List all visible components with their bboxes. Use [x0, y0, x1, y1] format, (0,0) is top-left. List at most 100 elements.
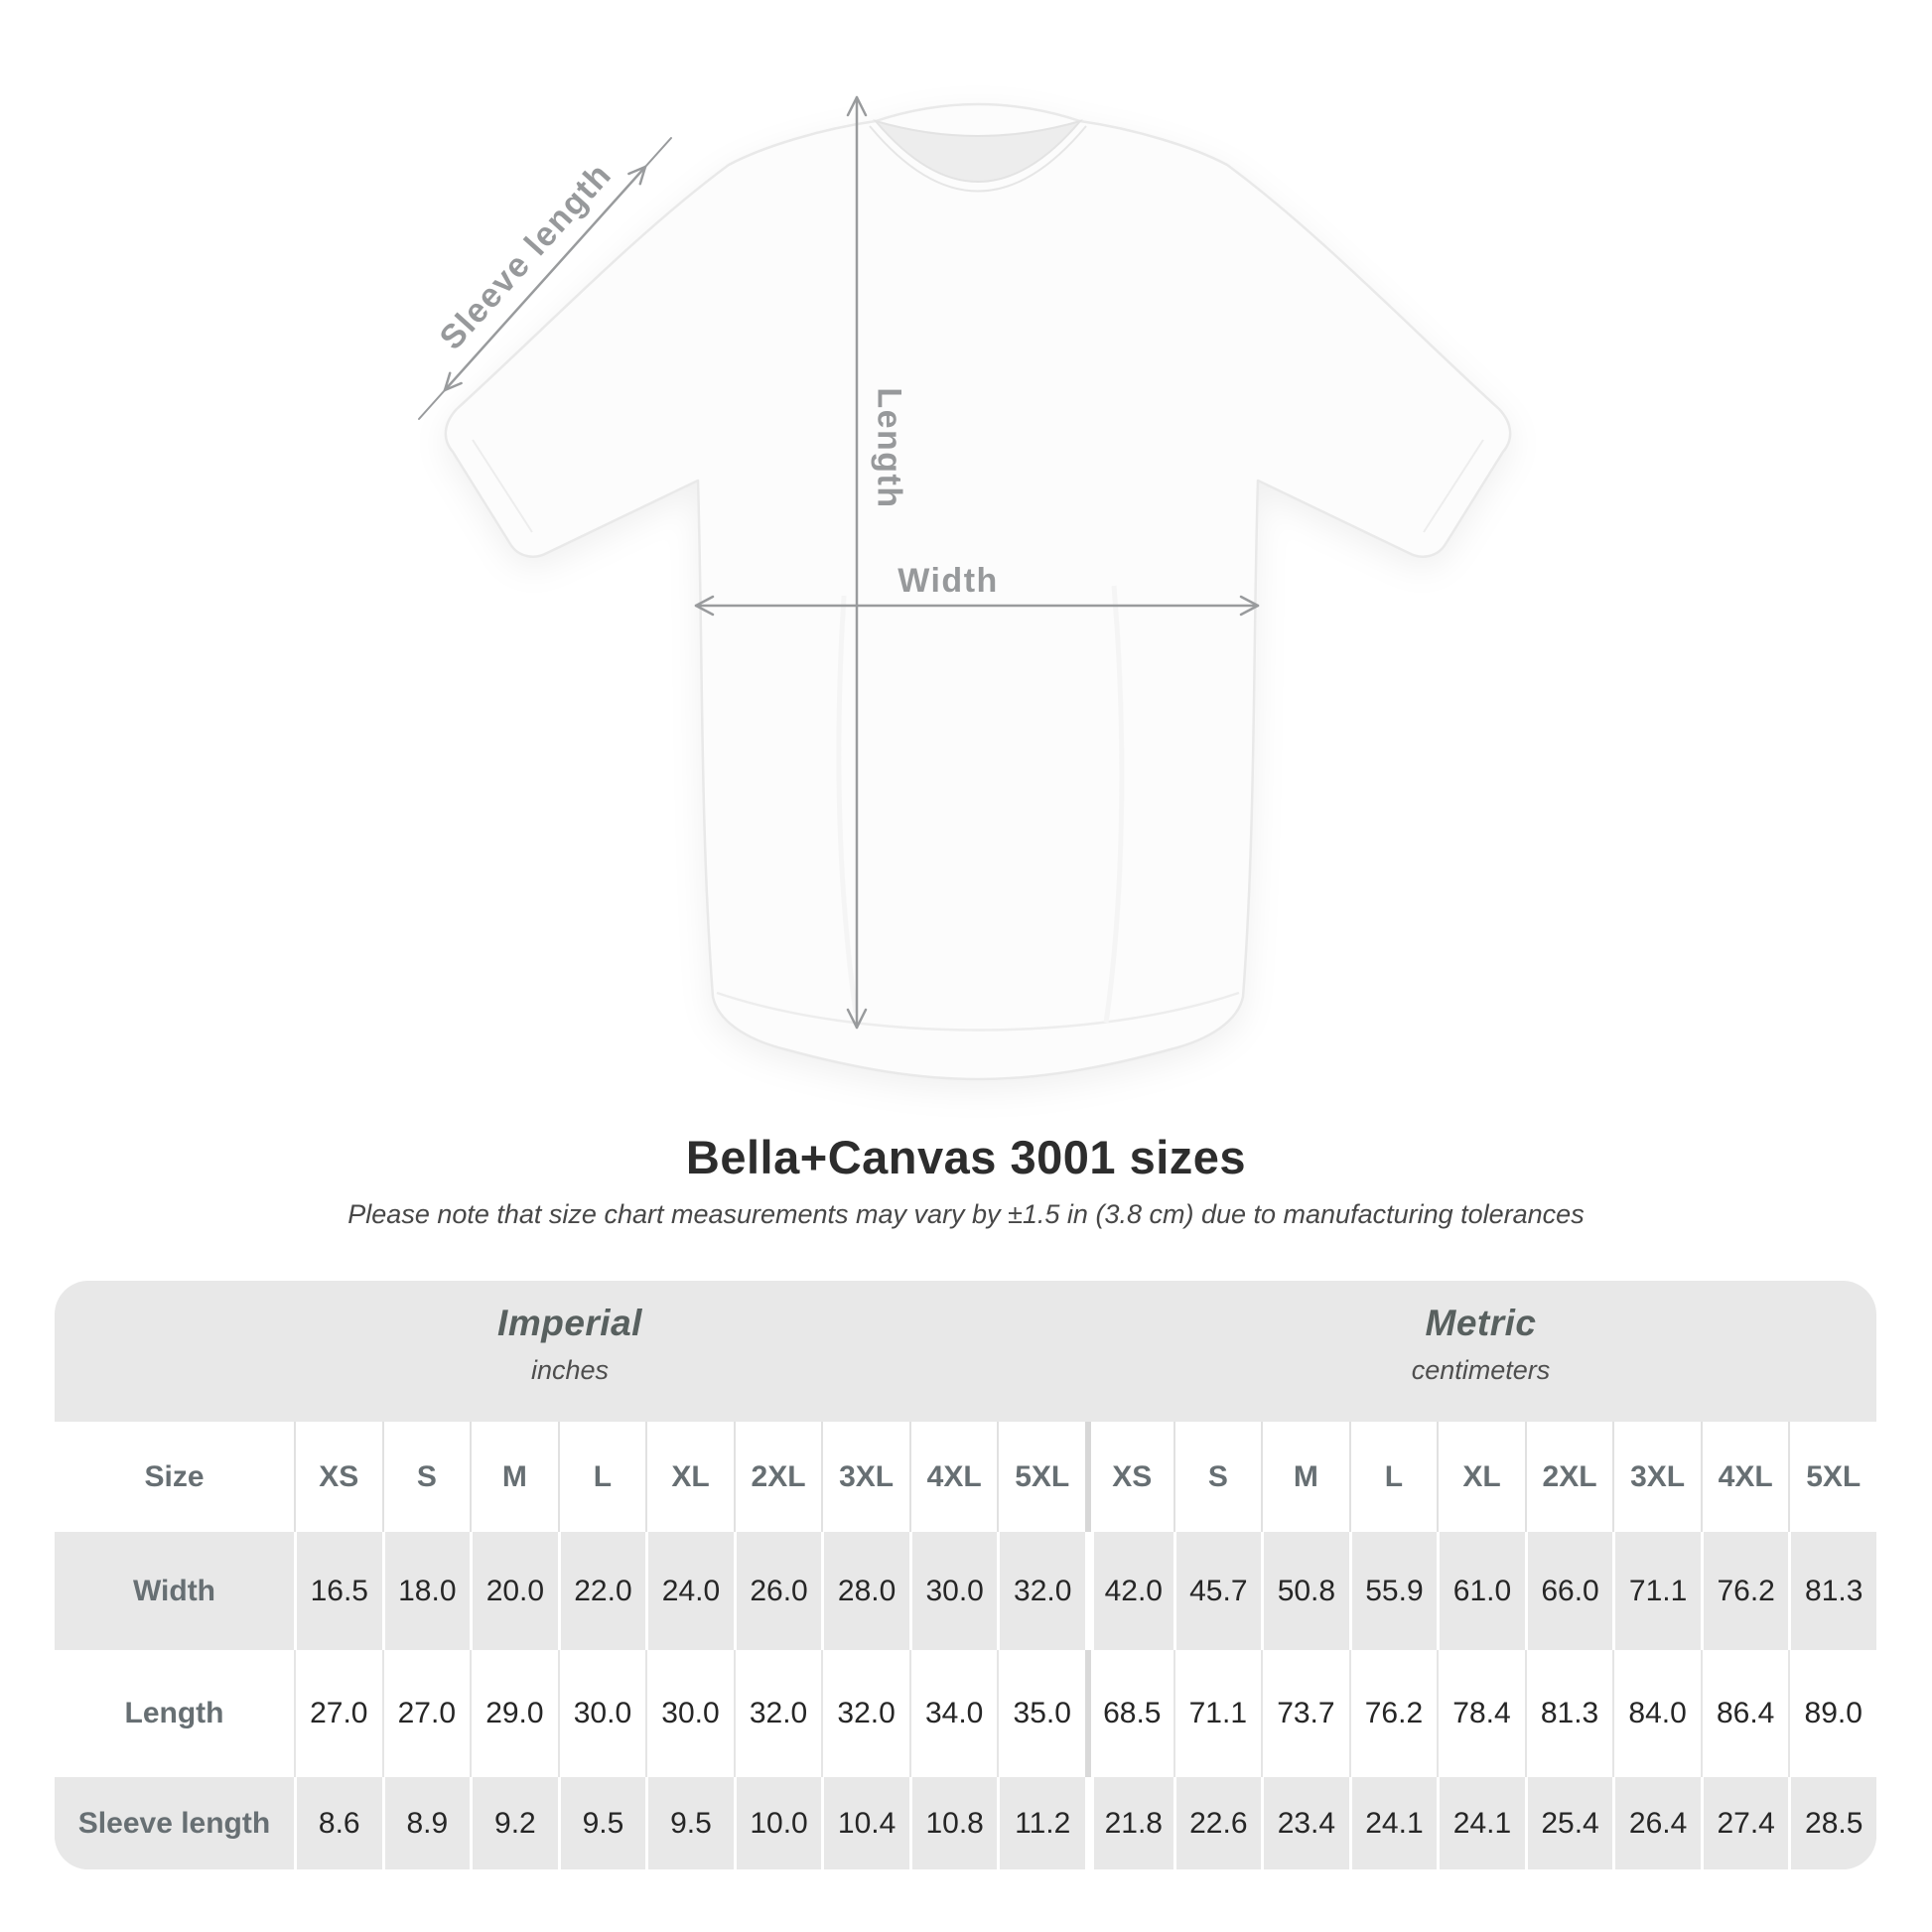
value-cell: 11.2: [997, 1777, 1085, 1869]
size-header-cell: XL: [1437, 1422, 1525, 1532]
value-cell: 26.4: [1612, 1777, 1701, 1869]
tolerance-note: Please note that size chart measurements…: [347, 1199, 1585, 1229]
fabric-wrinkle: [1103, 585, 1125, 1024]
size-header-cell: 3XL: [821, 1422, 909, 1532]
title-block: Bella+Canvas 3001 sizes Please note that…: [0, 1130, 1932, 1230]
unit-group-header-row: Imperial inches Metric centimeters: [55, 1281, 1876, 1422]
size-column-header: Size: [144, 1459, 205, 1493]
value-cell: 25.4: [1524, 1777, 1613, 1869]
value-cell: 24.1: [1348, 1777, 1438, 1869]
size-table: Imperial inches Metric centimeters Size …: [55, 1281, 1876, 1869]
value-cell: 32.0: [997, 1532, 1085, 1650]
size-header-cell: 5XL: [997, 1422, 1085, 1532]
value-cell: 68.5: [1085, 1650, 1173, 1777]
group-header-imperial: Imperial inches: [55, 1281, 1085, 1422]
value-cell: 22.6: [1173, 1777, 1262, 1869]
value-cell: 23.4: [1261, 1777, 1349, 1869]
group-label: Metric: [1425, 1303, 1537, 1343]
tshirt-illustration: [418, 95, 1512, 1081]
value-cell: 76.2: [1700, 1532, 1789, 1650]
size-header-cell: 3XL: [1612, 1422, 1701, 1532]
left-sleeve-cuff-line: [472, 439, 533, 533]
value-cell: 30.0: [908, 1532, 998, 1650]
size-header-cell: M: [1261, 1422, 1349, 1532]
size-header-cell: 4XL: [1700, 1422, 1789, 1532]
group-header-metric: Metric centimeters: [1085, 1281, 1876, 1422]
value-cell: 24.1: [1437, 1777, 1525, 1869]
row-label: Width: [132, 1574, 216, 1607]
hem-line: [716, 991, 1240, 1032]
value-cell: 27.4: [1700, 1777, 1789, 1869]
value-cell: 8.6: [294, 1777, 382, 1869]
group-unit: centimeters: [1411, 1355, 1551, 1385]
length-arrow: [846, 95, 868, 1030]
width-arrow: [694, 595, 1260, 617]
collar-opening: [873, 119, 1083, 183]
size-header-cell: S: [381, 1422, 471, 1532]
collar-band-line: [869, 125, 1087, 193]
size-header-cell: L: [557, 1422, 646, 1532]
value-cell: 29.0: [470, 1650, 558, 1777]
value-cell: 9.5: [645, 1777, 734, 1869]
value-cell: 18.0: [381, 1532, 471, 1650]
size-header-cell: 2XL: [1524, 1422, 1613, 1532]
value-cell: 42.0: [1085, 1532, 1173, 1650]
size-header-cell: 4XL: [908, 1422, 998, 1532]
value-cell: 10.0: [733, 1777, 822, 1869]
value-cell: 84.0: [1612, 1650, 1701, 1777]
value-cell: 24.0: [645, 1532, 734, 1650]
value-cell: 32.0: [733, 1650, 822, 1777]
size-header-cell: M: [470, 1422, 558, 1532]
value-cell: 34.0: [908, 1650, 998, 1777]
size-header-cell: 2XL: [733, 1422, 822, 1532]
value-cell: 89.0: [1788, 1650, 1876, 1777]
length-label: Length: [870, 387, 908, 509]
row-label: Length: [124, 1697, 224, 1729]
value-cell: 8.9: [381, 1777, 471, 1869]
value-cell: 28.0: [821, 1532, 909, 1650]
value-cell: 28.5: [1788, 1777, 1876, 1869]
value-cell: 86.4: [1700, 1650, 1789, 1777]
value-cell: 27.0: [381, 1650, 471, 1777]
value-cell: 32.0: [821, 1650, 909, 1777]
size-header-row: Size XS S M L XL 2XL 3XL 4XL 5XL XS S M L XL 2XL 3XL 4XL…: [55, 1422, 1876, 1532]
table-row-width: Width 16.5 18.0 20.0 22.0 24.0 26.0 28.0 30.0 32…: [55, 1532, 1876, 1650]
value-cell: 9.2: [470, 1777, 558, 1869]
size-header-cell: 5XL: [1788, 1422, 1876, 1532]
value-cell: 45.7: [1173, 1532, 1262, 1650]
row-label: Sleeve length: [77, 1806, 271, 1840]
size-header-cell: XS: [1085, 1422, 1173, 1532]
value-cell: 20.0: [470, 1532, 558, 1650]
value-cell: 21.8: [1085, 1777, 1173, 1869]
size-header-cell: L: [1348, 1422, 1438, 1532]
table-row-sleeve-length: Sleeve length 8.6 8.9 9.2 9.5 9.5 10.0 10.4 10.…: [55, 1777, 1876, 1869]
fabric-wrinkle: [836, 595, 859, 1014]
group-unit: inches: [530, 1355, 610, 1385]
value-cell: 30.0: [557, 1650, 646, 1777]
value-cell: 55.9: [1348, 1532, 1438, 1650]
value-cell: 71.1: [1173, 1650, 1262, 1777]
sleeve-length-arrow: [418, 137, 672, 420]
value-cell: 9.5: [557, 1777, 646, 1869]
value-cell: 81.3: [1788, 1532, 1876, 1650]
value-cell: 66.0: [1524, 1532, 1613, 1650]
size-header-cell: XS: [294, 1422, 382, 1532]
value-cell: 22.0: [557, 1532, 646, 1650]
tshirt-body-shape: [444, 102, 1512, 1081]
value-cell: 78.4: [1437, 1650, 1525, 1777]
value-cell: 76.2: [1348, 1650, 1438, 1777]
group-label: Imperial: [497, 1303, 642, 1343]
value-cell: 71.1: [1612, 1532, 1701, 1650]
page-title: Bella+Canvas 3001 sizes: [685, 1131, 1247, 1183]
value-cell: 27.0: [294, 1650, 382, 1777]
value-cell: 61.0: [1437, 1532, 1525, 1650]
value-cell: 50.8: [1261, 1532, 1349, 1650]
value-cell: 81.3: [1524, 1650, 1613, 1777]
value-cell: 26.0: [733, 1532, 822, 1650]
tshirt-measurement-diagram: Sleeve length Length Width: [418, 95, 1512, 1081]
size-header-cell: XL: [645, 1422, 734, 1532]
right-sleeve-cuff-line: [1423, 439, 1484, 533]
table-row-length: Length 27.0 27.0 29.0 30.0 30.0 32.0 32.0 34.0 3…: [55, 1650, 1876, 1777]
size-header-cell: S: [1173, 1422, 1262, 1532]
